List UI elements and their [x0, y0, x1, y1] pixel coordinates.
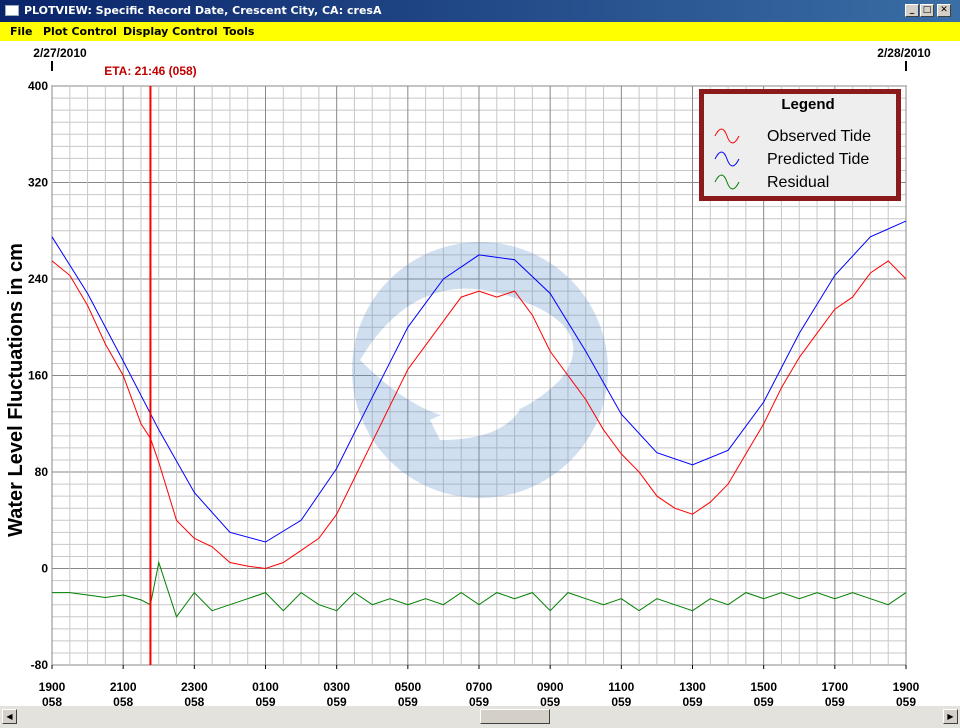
date-marker-start: 2/27/2010: [33, 46, 87, 60]
window-title: PLOTVIEW: Specific Record Date, Crescent…: [24, 4, 382, 17]
x-tick-day: 059: [255, 695, 275, 706]
x-tick-time: 0300: [323, 680, 350, 694]
maximize-button[interactable]: □: [920, 4, 934, 17]
legend: Legend Observed Tide Predicted Tide Residu…: [699, 89, 901, 201]
plot-area: -80 0 80 160 240 320 400 1900 058 2100 058 2300 058 0…: [0, 41, 960, 709]
y-tick-label: 240: [28, 272, 48, 286]
eta-label: ETA: 21:46 (058): [104, 64, 196, 78]
x-tick-time: 2300: [181, 680, 208, 694]
x-tick-time: 0500: [394, 680, 421, 694]
window-titlebar[interactable]: PLOTVIEW: Specific Record Date, Crescent…: [0, 0, 960, 22]
y-tick-label: -80: [31, 658, 49, 672]
menu-plot-control[interactable]: Plot Control: [43, 25, 117, 38]
series-line-predicted-tide: [51, 220, 907, 543]
x-tick-time: 0700: [466, 680, 493, 694]
y-tick-label: 0: [41, 562, 48, 576]
x-tick-time: 1100: [608, 680, 634, 694]
legend-swatch: [714, 151, 740, 167]
scroll-left-button[interactable]: ◀: [2, 709, 17, 724]
x-tick-time: 0100: [252, 680, 279, 694]
x-tick-day: 059: [540, 695, 560, 706]
x-tick-day: 059: [469, 695, 489, 706]
x-tick-time: 0900: [537, 680, 564, 694]
menu-file[interactable]: File: [10, 25, 33, 38]
eta-layer: ETA: 21:46 (058): [104, 64, 197, 665]
menu-tools[interactable]: Tools: [223, 25, 255, 38]
x-tick-day: 058: [113, 695, 133, 706]
x-tick-day: 058: [42, 695, 62, 706]
series-layer: [51, 220, 907, 618]
x-tick-time: 1500: [750, 680, 777, 694]
x-tick-day: 059: [825, 695, 845, 706]
series-line-observed-tide: [51, 260, 907, 570]
y-tick-label: 320: [28, 176, 48, 190]
tide-chart: -800801602403204001900058210005823000580…: [5, 46, 931, 709]
horizontal-scrollbar[interactable]: ◀ ▶: [0, 706, 960, 728]
date-marker-end: 2/28/2010: [877, 46, 931, 60]
legend-entry: Residual: [767, 174, 829, 191]
x-tick-day: 059: [896, 695, 916, 706]
series-line-residual: [52, 560, 907, 618]
legend-entry: Observed Tide: [767, 128, 871, 145]
x-tick-day: 059: [611, 695, 631, 706]
legend-swatch: [714, 128, 740, 144]
menu-bar: File Plot Control Display Control Tools: [0, 22, 960, 41]
y-tick-label: 400: [28, 79, 48, 93]
x-tick-day: 058: [184, 695, 204, 706]
minimize-button[interactable]: _: [905, 4, 919, 17]
x-tick-day: 059: [398, 695, 418, 706]
legend-entry: Predicted Tide: [767, 151, 869, 168]
noaa-watermark: [352, 242, 608, 498]
x-tick-time: 1900: [39, 680, 66, 694]
close-button[interactable]: ✕: [937, 4, 951, 17]
x-tick-day: 059: [754, 695, 774, 706]
x-tick-time: 1300: [679, 680, 706, 694]
x-tick-time: 2100: [110, 680, 137, 694]
legend-title: Legend: [781, 96, 834, 113]
y-axis-label: Water Level Fluctuations in cm: [5, 243, 27, 537]
app-icon: [5, 5, 19, 16]
y-tick-label: 160: [28, 369, 48, 383]
legend-swatch: [714, 174, 740, 190]
y-tick-label: 80: [35, 465, 49, 479]
x-tick-day: 059: [327, 695, 347, 706]
scroll-thumb[interactable]: [480, 709, 550, 724]
menu-display-control[interactable]: Display Control: [123, 25, 218, 38]
scroll-right-button[interactable]: ▶: [943, 709, 958, 724]
x-tick-time: 1900: [893, 680, 920, 694]
x-tick-day: 059: [682, 695, 702, 706]
axis-layer: -800801602403204001900058210005823000580…: [28, 79, 920, 709]
x-tick-time: 1700: [821, 680, 848, 694]
